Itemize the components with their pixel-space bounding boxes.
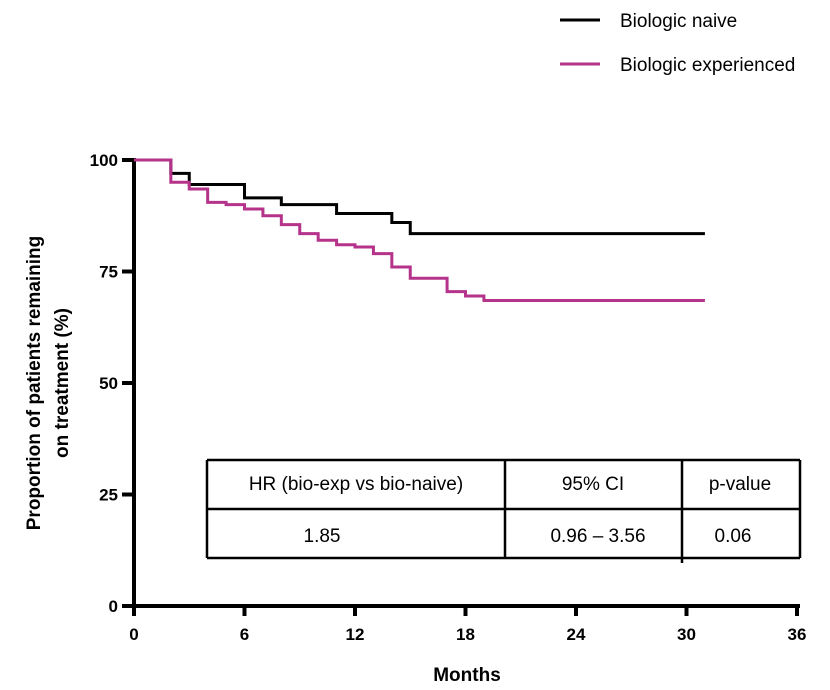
x-ticks: 0 6 12 18 24 30 36 [129, 606, 806, 644]
x-tick-label: 6 [240, 625, 249, 644]
x-axis-title: Months [433, 665, 501, 686]
y-tick-label: 100 [90, 151, 118, 170]
legend-label-biologic-experienced: Biologic experienced [620, 55, 795, 76]
x-tick-label: 0 [129, 625, 138, 644]
axes: 0 6 12 18 24 30 36 0 25 50 75 100 [90, 151, 807, 644]
table-value-ci: 0.96 – 3.56 [550, 526, 645, 547]
y-axis-title: Proportion of patients remaining on trea… [24, 236, 73, 531]
y-tick-label: 0 [109, 597, 118, 616]
table-value-hr: 1.85 [304, 526, 341, 547]
table-value-p: 0.06 [715, 526, 752, 547]
x-tick-label: 36 [788, 625, 807, 644]
table-header-ci: 95% CI [562, 474, 624, 495]
y-tick-label: 75 [99, 263, 118, 282]
y-axis-title-line-1: Proportion of patients remaining [24, 236, 45, 531]
table-header-hr: HR (bio-exp vs bio-naive) [249, 474, 463, 495]
x-tick-label: 18 [456, 625, 475, 644]
legend: Biologic naive Biologic experienced [560, 11, 795, 76]
series-line-biologic-naive [134, 158, 705, 236]
legend-label-biologic-naive: Biologic naive [620, 11, 737, 32]
y-tick-label: 50 [99, 374, 118, 393]
stats-table: HR (bio-exp vs bio-naive) 95% CI p-value… [205, 458, 802, 563]
table-header-p: p-value [709, 474, 771, 495]
y-ticks: 0 25 50 75 100 [90, 151, 134, 616]
series-line-biologic-experienced [134, 158, 705, 302]
y-axis-title-line-2: on treatment (%) [52, 308, 73, 458]
series-layer [134, 158, 705, 302]
y-tick-label: 25 [99, 486, 118, 505]
x-tick-label: 12 [346, 625, 365, 644]
x-tick-label: 24 [567, 625, 586, 644]
x-tick-label: 30 [677, 625, 696, 644]
